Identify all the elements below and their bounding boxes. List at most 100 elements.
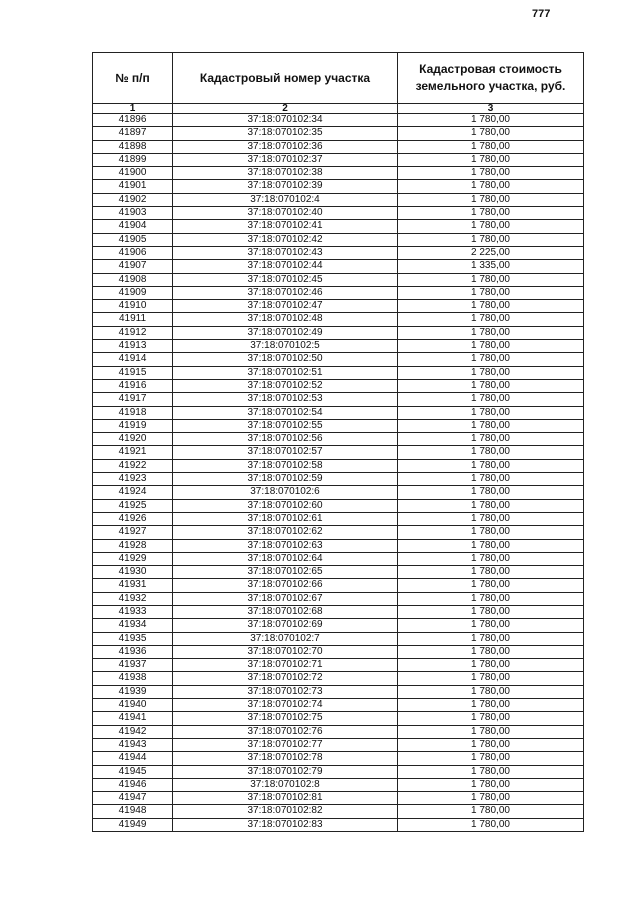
row-number: 41910 <box>92 299 173 314</box>
cadastral-number: 37:18:070102:82 <box>172 804 398 819</box>
row-number: 41918 <box>92 405 173 420</box>
table-row: 41899 37:18:070102:37 1 780,00 <box>92 152 584 168</box>
row-number: 41925 <box>92 498 173 513</box>
cadastral-value: 1 780,00 <box>397 671 584 686</box>
table-row: 41922 37:18:070102:58 1 780,00 <box>92 458 584 474</box>
row-number: 41930 <box>92 565 173 580</box>
column-number: 2 <box>172 103 398 114</box>
row-number: 41939 <box>92 684 173 700</box>
cadastral-value: 1 780,00 <box>397 219 584 234</box>
row-number: 41913 <box>92 339 173 354</box>
cadastral-number: 37:18:070102:41 <box>172 219 398 234</box>
row-number: 41917 <box>92 392 173 407</box>
column-number: 3 <box>397 103 584 114</box>
cadastral-value: 1 780,00 <box>397 724 584 739</box>
table-row: 41920 37:18:070102:56 1 780,00 <box>92 432 584 447</box>
cadastral-value: 1 780,00 <box>397 551 584 567</box>
row-number: 41934 <box>92 618 173 633</box>
cadastral-value: 1 780,00 <box>397 112 584 128</box>
cadastral-value: 1 780,00 <box>397 139 584 154</box>
cadastral-value: 1 780,00 <box>397 591 584 606</box>
row-number: 41923 <box>92 472 173 487</box>
table-row: 41928 37:18:070102:63 1 780,00 <box>92 538 584 553</box>
table-row: 41932 37:18:070102:67 1 780,00 <box>92 591 584 606</box>
table-row: 41911 37:18:070102:48 1 780,00 <box>92 312 584 327</box>
column-numbers-row: 1 2 3 <box>92 103 584 114</box>
cadastral-number: 37:18:070102:59 <box>172 472 398 487</box>
cadastral-value: 1 780,00 <box>397 458 584 474</box>
cadastral-value: 1 780,00 <box>397 498 584 513</box>
cadastral-number: 37:18:070102:65 <box>172 565 398 580</box>
cadastral-value: 1 780,00 <box>397 764 584 779</box>
cadastral-number: 37:18:070102:54 <box>172 405 398 420</box>
cadastral-value: 1 780,00 <box>397 392 584 407</box>
header-number: № п/п <box>92 52 173 104</box>
cadastral-number: 37:18:070102:68 <box>172 604 398 620</box>
cadastral-number: 37:18:070102:42 <box>172 232 398 247</box>
cadastral-value: 1 780,00 <box>397 192 584 208</box>
cadastral-value: 1 780,00 <box>397 565 584 580</box>
header-cadastral-value: Кадастровая стоимость земельного участка… <box>397 52 584 104</box>
table-row: 41949 37:18:070102:83 1 780,00 <box>92 817 584 833</box>
row-number: 41896 <box>92 112 173 128</box>
table-row: 41925 37:18:070102:60 1 780,00 <box>92 498 584 513</box>
row-number: 41915 <box>92 365 173 380</box>
cadastral-number: 37:18:070102:45 <box>172 272 398 287</box>
cadastral-number: 37:18:070102:46 <box>172 285 398 301</box>
cadastral-number: 37:18:070102:52 <box>172 378 398 394</box>
row-number: 41916 <box>92 378 173 394</box>
row-number: 41940 <box>92 698 173 713</box>
cadastral-value: 1 780,00 <box>397 418 584 434</box>
table-row: 41939 37:18:070102:73 1 780,00 <box>92 684 584 700</box>
cadastral-number: 37:18:070102:78 <box>172 751 398 766</box>
table-row: 41902 37:18:070102:4 1 780,00 <box>92 192 584 208</box>
cadastral-number: 37:18:070102:48 <box>172 312 398 327</box>
table-row: 41912 37:18:070102:49 1 780,00 <box>92 325 584 341</box>
cadastral-value: 1 780,00 <box>397 152 584 168</box>
cadastral-number: 37:18:070102:72 <box>172 671 398 686</box>
row-number: 41897 <box>92 126 173 141</box>
table-row: 41927 37:18:070102:62 1 780,00 <box>92 525 584 540</box>
row-number: 41922 <box>92 458 173 474</box>
table-row: 41936 37:18:070102:70 1 780,00 <box>92 644 584 660</box>
row-number: 41933 <box>92 604 173 620</box>
header-row: № п/п Кадастровый номер участка Кадастро… <box>92 52 584 104</box>
cadastral-value: 1 780,00 <box>397 179 584 194</box>
cadastral-number: 37:18:070102:36 <box>172 139 398 154</box>
cadastral-value: 1 780,00 <box>397 445 584 460</box>
table-row: 41947 37:18:070102:81 1 780,00 <box>92 791 584 806</box>
row-number: 41903 <box>92 206 173 221</box>
cadastral-number: 37:18:070102:44 <box>172 259 398 274</box>
cadastral-number: 37:18:070102:58 <box>172 458 398 474</box>
table-row: 41926 37:18:070102:61 1 780,00 <box>92 511 584 527</box>
cadastral-value: 1 780,00 <box>397 312 584 327</box>
cadastral-value: 1 780,00 <box>397 299 584 314</box>
cadastral-number: 37:18:070102:55 <box>172 418 398 434</box>
row-number: 41900 <box>92 166 173 181</box>
column-number: 1 <box>92 103 173 114</box>
table-row: 41931 37:18:070102:66 1 780,00 <box>92 578 584 593</box>
cadastral-value: 1 780,00 <box>397 511 584 527</box>
table-row: 41946 37:18:070102:8 1 780,00 <box>92 777 584 793</box>
row-number: 41937 <box>92 658 173 673</box>
table-row: 41917 37:18:070102:53 1 780,00 <box>92 392 584 407</box>
cadastral-number: 37:18:070102:70 <box>172 644 398 660</box>
cadastral-value: 1 780,00 <box>397 604 584 620</box>
header-cadastral-number: Кадастровый номер участка <box>172 52 398 104</box>
row-number: 41904 <box>92 219 173 234</box>
cadastral-number: 37:18:070102:71 <box>172 658 398 673</box>
cadastral-value: 1 780,00 <box>397 525 584 540</box>
table-row: 41906 37:18:070102:43 2 225,00 <box>92 245 584 261</box>
cadastral-number: 37:18:070102:8 <box>172 777 398 793</box>
cadastral-number: 37:18:070102:64 <box>172 551 398 567</box>
row-number: 41921 <box>92 445 173 460</box>
cadastral-number: 37:18:070102:53 <box>172 392 398 407</box>
cadastral-table: № п/п Кадастровый номер участка Кадастро… <box>92 52 584 833</box>
table-row: 41935 37:18:070102:7 1 780,00 <box>92 631 584 646</box>
table-row: 41903 37:18:070102:40 1 780,00 <box>92 206 584 221</box>
page-number: 777 <box>532 8 551 20</box>
cadastral-value: 1 780,00 <box>397 698 584 713</box>
table-row: 41942 37:18:070102:76 1 780,00 <box>92 724 584 739</box>
row-number: 41927 <box>92 525 173 540</box>
cadastral-number: 37:18:070102:51 <box>172 365 398 380</box>
